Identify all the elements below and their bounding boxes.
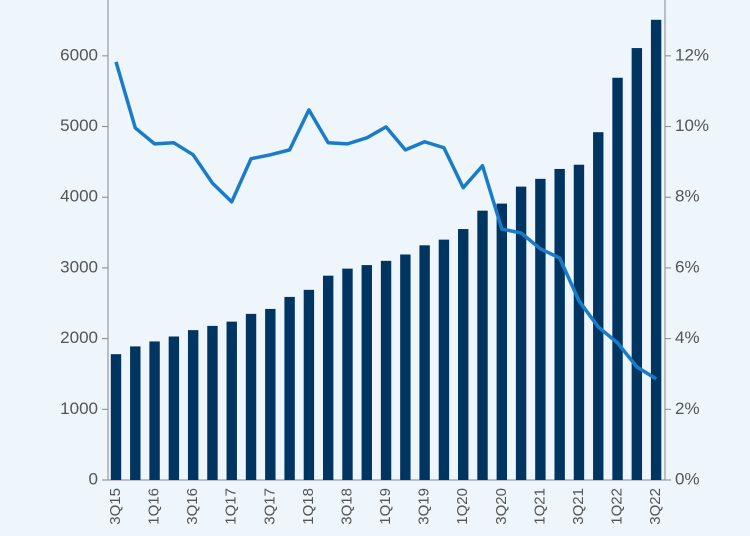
y-tick-label: 1000 <box>60 399 98 418</box>
bar <box>322 275 334 480</box>
bar <box>130 346 141 480</box>
bar <box>187 330 199 480</box>
bar <box>110 354 122 480</box>
y2-tick-label: 12% <box>675 45 709 64</box>
bar <box>496 203 507 481</box>
bar <box>515 186 527 481</box>
y-tick-label: 6000 <box>60 45 98 64</box>
bar <box>554 168 565 480</box>
x-tick-label: 1Q20 <box>454 488 471 525</box>
bar <box>631 48 643 481</box>
x-tick-label: 3Q21 <box>570 488 587 525</box>
x-tick-label: 3Q17 <box>261 488 278 525</box>
bar <box>612 77 623 480</box>
x-tick-label: 1Q19 <box>377 488 394 525</box>
x-tick-label: 3Q19 <box>416 488 433 525</box>
x-tick-label: 1Q21 <box>531 488 548 525</box>
bar <box>342 268 353 480</box>
bar <box>361 265 372 480</box>
y-tick-label: 5000 <box>60 116 98 135</box>
y2-tick-label: 0% <box>675 469 700 488</box>
y-tick-label: 4000 <box>60 187 98 206</box>
bar <box>477 210 488 481</box>
x-tick-label: 3Q16 <box>184 488 201 525</box>
bar <box>207 325 218 480</box>
y2-tick-label: 10% <box>675 116 709 135</box>
bar <box>149 341 160 480</box>
y-tick-label: 3000 <box>60 257 98 276</box>
x-tick-label: 3Q20 <box>493 488 510 525</box>
bar <box>419 245 430 480</box>
line <box>114 61 658 381</box>
bar <box>593 132 604 480</box>
x-tick-label: 1Q16 <box>146 488 163 525</box>
bar <box>168 336 180 480</box>
x-tick-label: 1Q22 <box>609 488 626 525</box>
bar <box>265 308 276 480</box>
bar <box>284 296 295 480</box>
y2-tick-label: 2% <box>675 399 700 418</box>
x-tick-label: 3Q18 <box>338 488 355 525</box>
bar <box>458 229 469 480</box>
bar <box>438 239 450 480</box>
bar <box>303 289 315 480</box>
bar <box>226 321 237 480</box>
y2-tick-label: 6% <box>675 257 700 276</box>
bar <box>650 19 662 480</box>
x-tick-label: 3Q22 <box>647 488 664 525</box>
x-tick-label: 3Q15 <box>107 488 124 525</box>
y-tick-label: 2000 <box>60 328 98 347</box>
bar <box>245 313 257 480</box>
bar <box>400 254 411 480</box>
bar <box>380 260 392 480</box>
bar <box>573 164 585 480</box>
x-tick-label: 1Q17 <box>223 488 240 525</box>
y2-tick-label: 8% <box>675 187 700 206</box>
y-tick-label: 0 <box>89 469 98 488</box>
x-tick-label: 1Q18 <box>300 488 317 525</box>
bar <box>535 178 546 480</box>
y2-tick-label: 4% <box>675 328 700 347</box>
